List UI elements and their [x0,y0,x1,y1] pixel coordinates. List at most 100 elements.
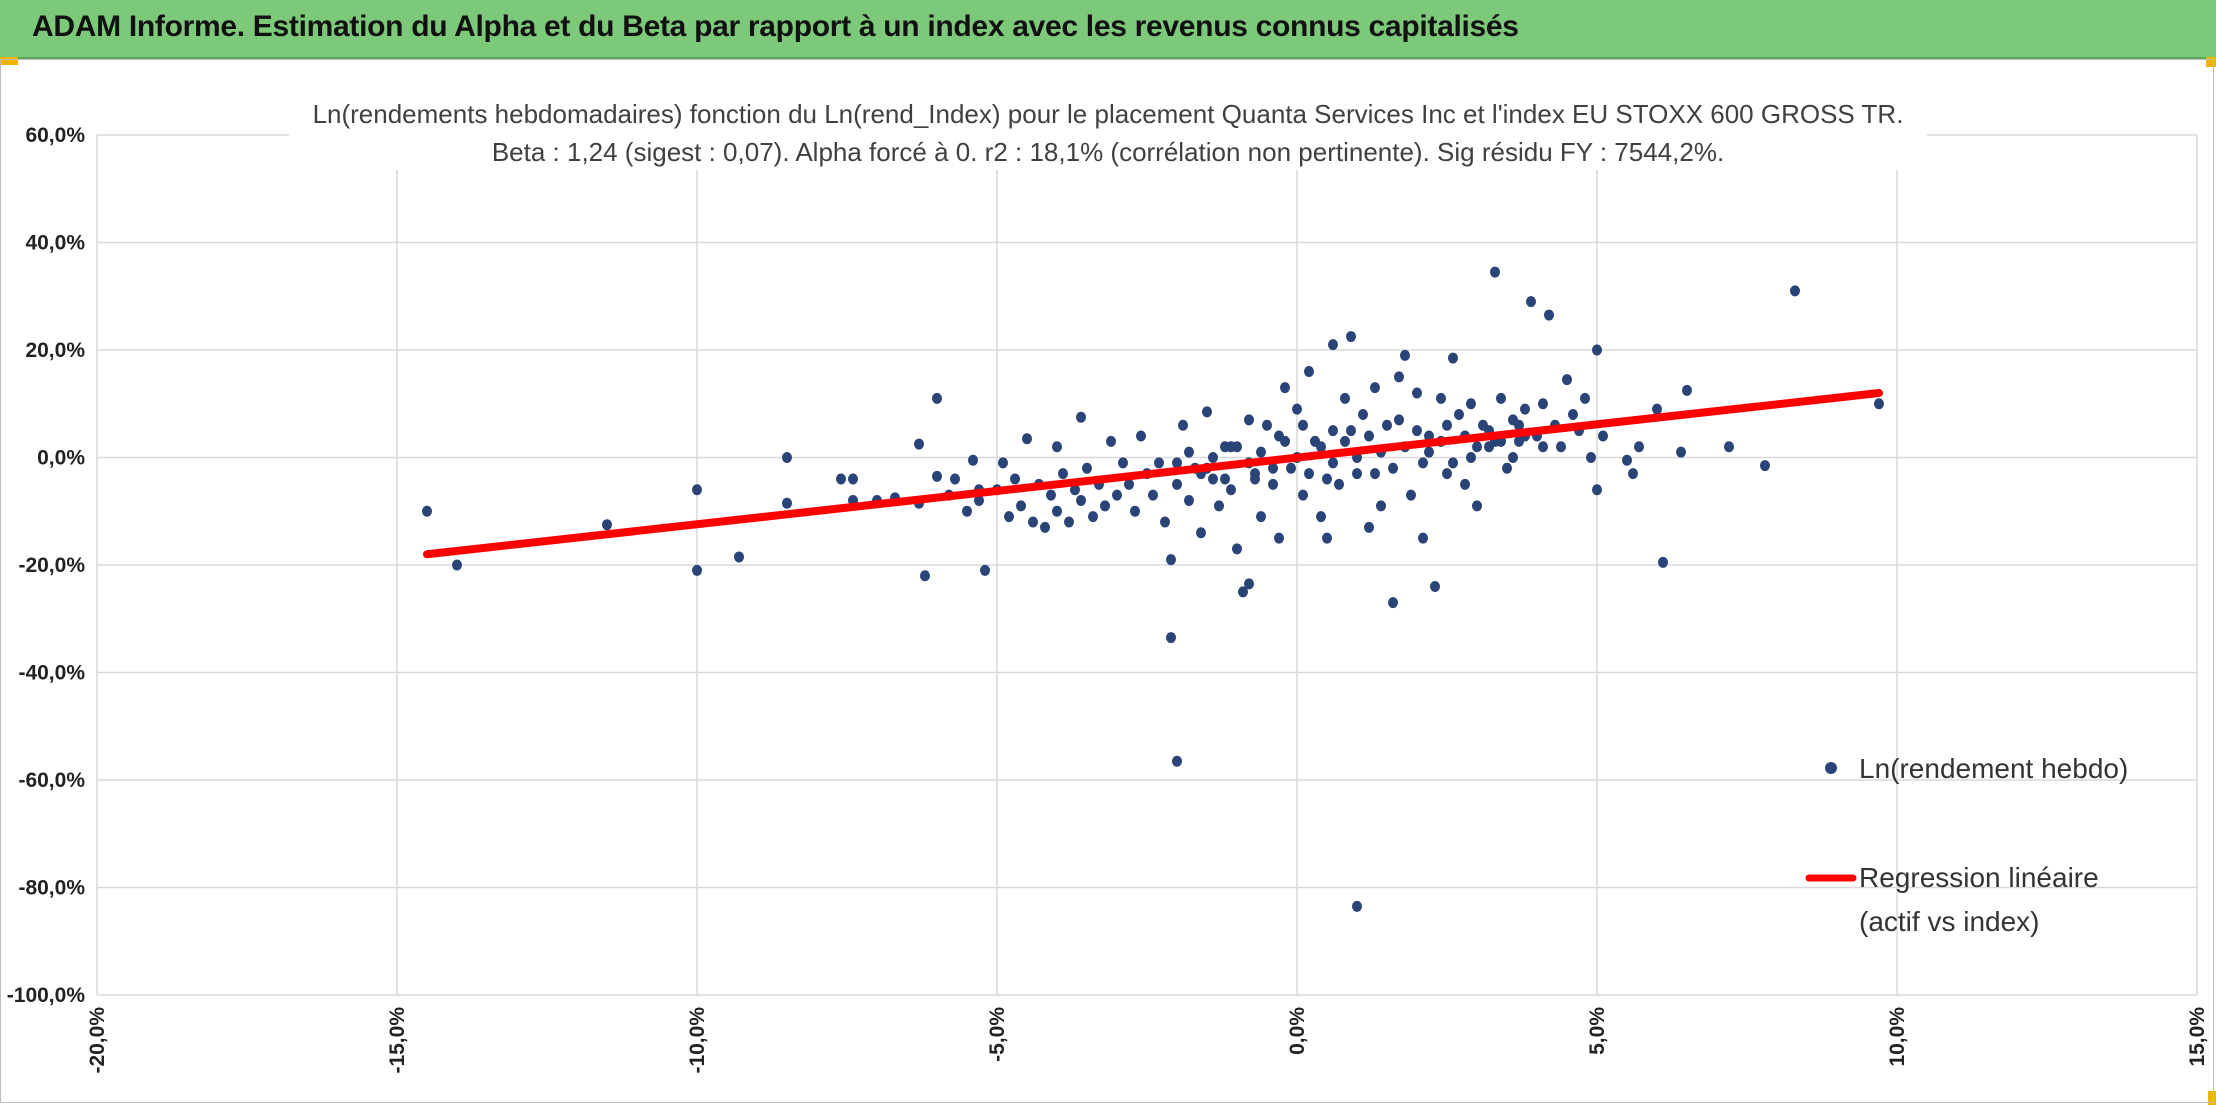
data-point [974,495,984,506]
data-point [1238,586,1248,598]
y-tick-label: -100,0% [7,984,86,1007]
corner-mark-top-left [0,57,18,65]
data-point [1040,521,1050,533]
y-tick-label: -20,0% [18,554,85,577]
data-point [1682,384,1692,396]
y-tick-label: 0,0% [37,447,85,470]
data-point [1388,597,1398,609]
data-point [452,559,462,571]
data-point [1526,296,1536,308]
data-point [1130,505,1140,517]
regression-line-path [423,389,1883,559]
data-point [1160,516,1170,528]
data-point [1046,489,1056,501]
data-point [1268,478,1278,490]
data-point [1370,468,1380,480]
legend-label-points: Ln(rendement hebdo) [1859,753,2128,784]
y-tick-label: 20,0% [25,339,85,362]
data-point [1166,632,1176,644]
data-point [932,392,942,404]
data-point [1724,441,1734,453]
data-point [950,473,960,485]
data-point [1592,344,1602,356]
data-point [1448,352,1458,364]
scatter-chart: 60,0% 40,0% 20,0% 0,0% -20,0% -40,0% -60,0% -80… [7,90,2209,1074]
data-point [1280,382,1290,394]
corner-mark-bottom-right [2208,1091,2216,1105]
data-point [1418,457,1428,469]
axes: 60,0% 40,0% 20,0% 0,0% -20,0% -40,0% -60,0% -80… [7,124,2209,1074]
data-point [1406,489,1416,501]
chart-area: 60,0% 40,0% 20,0% 0,0% -20,0% -40,0% -60,0% -80… [0,59,2214,1103]
x-tick-label: -15,0% [386,1007,409,1074]
data-point [968,454,978,466]
data-point [998,457,1008,469]
data-point [1658,556,1668,568]
data-point [1292,403,1302,415]
data-point [1364,521,1374,533]
data-point [1172,478,1182,490]
data-point [782,452,792,463]
data-point [1226,484,1236,496]
data-point [1124,478,1134,490]
data-point [1592,484,1602,496]
data-point [1256,446,1266,458]
data-point [1418,532,1428,544]
data-point [1196,527,1206,539]
data-point [1232,543,1242,555]
data-point [1118,457,1128,469]
x-tick-label: 10,0% [1886,1007,1909,1067]
data-point [1490,266,1500,278]
chart-title-line-1: Ln(rendements hebdomadaires) fonction du… [313,99,1904,129]
y-tick-label: 40,0% [25,232,85,255]
data-point [1460,478,1470,490]
data-point [692,564,702,576]
data-point [1622,454,1632,466]
data-point [1082,462,1092,474]
data-point [1436,392,1446,404]
data-point [1244,414,1254,426]
data-point [1172,755,1182,767]
data-point [1148,489,1158,501]
data-point [1628,468,1638,480]
x-tick-label: 15,0% [2186,1007,2209,1067]
data-point [1376,500,1386,512]
data-point [1544,309,1554,321]
data-point [1166,554,1176,566]
data-point [1508,452,1518,463]
data-point [1586,452,1596,463]
data-point [1274,532,1284,544]
data-point [1382,419,1392,431]
data-point [1340,435,1350,447]
data-point [1352,468,1362,480]
data-point [1100,500,1110,512]
scatter-points [422,266,1884,912]
data-point [980,564,990,576]
data-point [1172,457,1182,469]
data-point [1328,457,1338,469]
data-point [1316,441,1326,453]
data-point [1076,411,1086,423]
data-point [1016,500,1026,512]
data-point [1226,441,1236,453]
data-point [1136,430,1146,442]
data-point [1022,433,1032,445]
data-point [1496,392,1506,404]
data-point [1448,457,1458,469]
data-point [1298,419,1308,431]
x-tick-label: 5,0% [1586,1007,1609,1055]
data-point [1304,366,1314,377]
data-point [1328,339,1338,351]
chart-title-line-2: Beta : 1,24 (sigest : 0,07). Alpha forcé… [492,137,1724,167]
data-point [1010,473,1020,485]
data-point [1514,419,1524,431]
data-point [1208,452,1218,463]
data-point [1340,392,1350,404]
data-point [1394,371,1404,383]
data-point [1388,462,1398,474]
data-point [1502,462,1512,474]
data-point [1184,446,1194,458]
data-point [692,484,702,496]
data-point [602,519,612,531]
data-point [1256,511,1266,523]
